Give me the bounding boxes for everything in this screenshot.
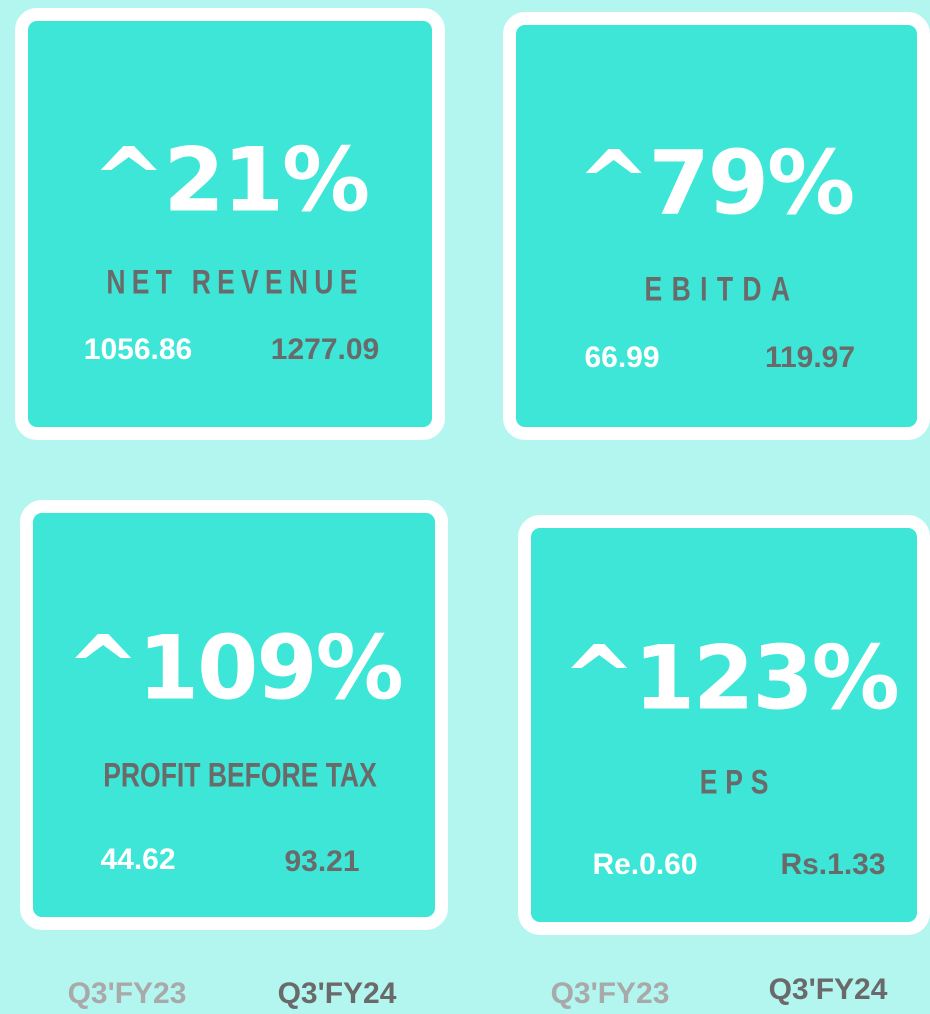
metric-label: EPS bbox=[689, 764, 787, 803]
card bbox=[20, 500, 448, 930]
metric-label-text: EPS bbox=[699, 763, 777, 802]
period-label: Q3'FY24 bbox=[768, 973, 888, 1006]
previous-value: 66.99 bbox=[584, 341, 660, 374]
current-value: Rs.1.33 bbox=[780, 848, 886, 881]
current-value: 93.21 bbox=[284, 845, 360, 878]
previous-value: Re.0.60 bbox=[592, 848, 698, 881]
metric-label: NET REVENUE bbox=[70, 264, 400, 303]
metric-label: EBITDA bbox=[623, 271, 822, 310]
metric-label: PROFIT BEFORE TAX bbox=[65, 757, 416, 796]
period-label: Q3'FY23 bbox=[67, 977, 187, 1010]
current-value: 119.97 bbox=[764, 341, 856, 374]
period-label: Q3'FY23 bbox=[550, 977, 670, 1010]
metric-label-text: EBITDA bbox=[644, 270, 800, 309]
card bbox=[518, 515, 930, 935]
card bbox=[15, 8, 445, 440]
current-value: 1277.09 bbox=[270, 333, 380, 366]
card bbox=[503, 12, 930, 440]
previous-value: 1056.86 bbox=[83, 333, 193, 366]
headline: ^79% bbox=[576, 131, 855, 235]
headline: ^21% bbox=[91, 128, 370, 232]
metric-label-text: NET REVENUE bbox=[106, 263, 364, 302]
headline: ^109% bbox=[66, 616, 404, 720]
headline: ^123% bbox=[562, 626, 900, 730]
period-label: Q3'FY24 bbox=[277, 977, 397, 1010]
metric-label-text: PROFIT BEFORE TAX bbox=[103, 756, 377, 795]
previous-value: 44.62 bbox=[100, 843, 176, 876]
